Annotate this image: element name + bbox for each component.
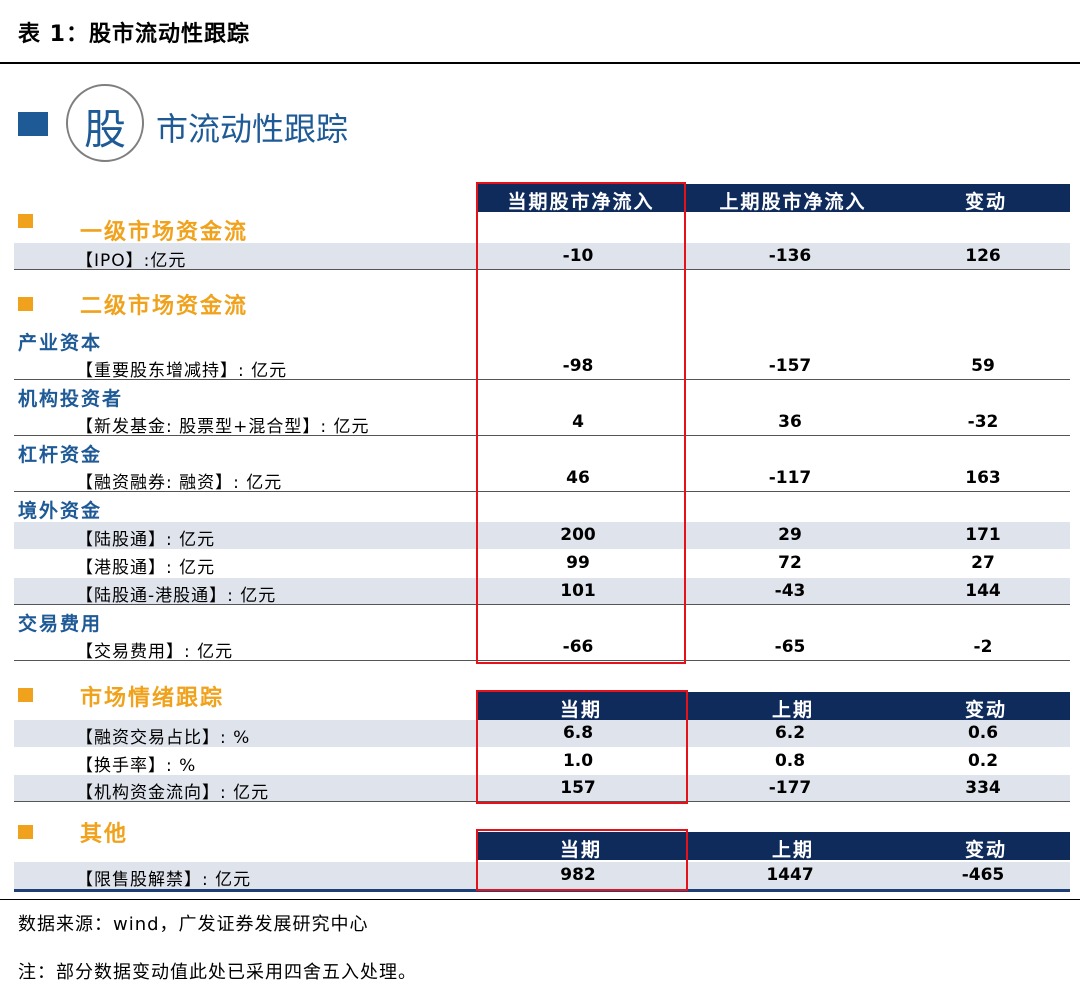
subsection-fees: 交易费用 xyxy=(18,613,103,635)
row-label: 【机构资金流向】: 亿元 xyxy=(76,783,270,803)
subsection-institutional: 机构投资者 xyxy=(18,388,124,410)
table-row-ipo: 【IPO】:亿元 -10 -136 126 xyxy=(14,243,1070,271)
section-other-title: 其他 xyxy=(80,821,129,847)
row-previous: 29 xyxy=(778,525,802,545)
row-current: 982 xyxy=(560,865,596,885)
row-change: 27 xyxy=(971,553,995,573)
row-previous: -136 xyxy=(768,246,812,266)
row-current: 99 xyxy=(566,553,590,573)
subsection-industrial: 产业资本 xyxy=(18,332,103,354)
rounding-note: 注：部分数据变动值此处已采用四舍五入处理。 xyxy=(18,962,417,983)
header-previous: 上期 xyxy=(771,839,814,861)
row-change: 144 xyxy=(965,581,1001,601)
table-header-sentiment: 当期 上期 变动 xyxy=(476,692,1070,721)
section-square-icon xyxy=(18,825,33,839)
table-row-holder: 【重要股东增减持】: 亿元 -98 -157 59 xyxy=(14,353,1070,381)
row-label: 【重要股东增减持】: 亿元 xyxy=(76,361,288,381)
title-square-icon xyxy=(18,112,48,136)
table-row-net: 【陆股通-港股通】: 亿元 101 -43 144 xyxy=(14,578,1070,606)
table-row-north: 【陆股通】: 亿元 200 29 171 xyxy=(14,522,1070,550)
row-label: 【港股通】: 亿元 xyxy=(76,558,216,578)
row-change: 163 xyxy=(965,468,1001,488)
table-caption: 表 1：股市流动性跟踪 xyxy=(18,22,250,47)
section-sentiment-title: 市场情绪跟踪 xyxy=(80,685,225,711)
highlight-box-current-inflow xyxy=(476,182,686,664)
row-change: 171 xyxy=(965,525,1001,545)
row-label: 【换手率】: % xyxy=(76,756,197,776)
table-row-inst-flow: 【机构资金流向】: 亿元 157 -177 334 xyxy=(14,775,1070,803)
section-square-icon xyxy=(18,214,33,228)
row-label: 【IPO】:亿元 xyxy=(76,251,187,271)
row-label: 【限售股解禁】: 亿元 xyxy=(76,870,252,890)
header-current: 当期 xyxy=(559,699,602,721)
row-change: -2 xyxy=(973,637,993,657)
row-current: 157 xyxy=(560,778,596,798)
row-previous: -177 xyxy=(768,778,812,798)
row-change: -465 xyxy=(961,865,1005,885)
section-primary-title: 一级市场资金流 xyxy=(80,219,249,245)
highlight-box-other-current xyxy=(476,829,688,891)
row-current: -98 xyxy=(562,356,594,376)
row-label: 【融资融券: 融资】: 亿元 xyxy=(76,473,283,493)
row-current: -66 xyxy=(562,637,594,657)
table-header-other: 当期 上期 变动 xyxy=(476,832,1070,861)
row-previous: -43 xyxy=(774,581,806,601)
row-previous: -65 xyxy=(774,637,806,657)
subsection-foreign: 境外资金 xyxy=(18,500,103,522)
table-row-south: 【港股通】: 亿元 99 72 27 xyxy=(14,550,1070,578)
row-previous: 6.2 xyxy=(774,723,806,743)
row-previous: 36 xyxy=(778,412,802,432)
row-change: -32 xyxy=(967,412,999,432)
header-previous-inflow: 上期股市净流入 xyxy=(719,191,867,213)
page-title: 市流动性跟踪 xyxy=(156,110,349,148)
section-square-icon xyxy=(18,297,33,311)
row-current: 4 xyxy=(572,412,584,432)
header-change: 变动 xyxy=(964,699,1007,721)
row-change: 126 xyxy=(965,246,1001,266)
table-row-fee: 【交易费用】: 亿元 -66 -65 -2 xyxy=(14,634,1070,662)
row-change: 0.6 xyxy=(967,723,999,743)
footer-divider xyxy=(0,899,1080,900)
section-square-icon xyxy=(18,688,33,702)
row-current: -10 xyxy=(562,246,594,266)
table-row-fund: 【新发基金: 股票型+混合型】: 亿元 4 36 -32 xyxy=(14,409,1070,437)
table-header-flow: 当期股市净流入 上期股市净流入 变动 xyxy=(476,184,1070,213)
table-row-margin: 【融资融券: 融资】: 亿元 46 -117 163 xyxy=(14,465,1070,493)
header-change: 变动 xyxy=(964,191,1007,213)
row-label: 【新发基金: 股票型+混合型】: 亿元 xyxy=(76,417,370,437)
caption-divider xyxy=(0,62,1080,64)
row-current: 46 xyxy=(566,468,590,488)
row-current: 101 xyxy=(560,581,596,601)
table-row-unlock: 【限售股解禁】: 亿元 982 1447 -465 xyxy=(14,862,1070,890)
row-previous: 72 xyxy=(778,553,802,573)
header-previous: 上期 xyxy=(771,699,814,721)
row-label: 【陆股通】: 亿元 xyxy=(76,530,216,550)
section-secondary-title: 二级市场资金流 xyxy=(80,293,249,319)
row-previous: 1447 xyxy=(766,865,814,885)
row-change: 334 xyxy=(965,778,1001,798)
row-change: 0.2 xyxy=(967,751,999,771)
title-first-char: 股 xyxy=(83,105,126,154)
header-current: 当期 xyxy=(559,839,602,861)
data-source-note: 数据来源：wind，广发证券发展研究中心 xyxy=(18,914,369,935)
title-circle-icon xyxy=(66,84,144,162)
highlight-box-sentiment-current xyxy=(476,690,688,804)
table-row-turnover: 【换手率】: % 1.0 0.8 0.2 xyxy=(14,748,1070,776)
row-current: 1.0 xyxy=(562,751,594,771)
header-current-inflow: 当期股市净流入 xyxy=(507,191,655,213)
row-previous: -157 xyxy=(768,356,812,376)
row-current: 6.8 xyxy=(562,723,594,743)
row-previous: -117 xyxy=(768,468,812,488)
row-current: 200 xyxy=(560,525,596,545)
row-label: 【陆股通-港股通】: 亿元 xyxy=(76,586,277,606)
row-previous: 0.8 xyxy=(774,751,806,771)
subsection-leverage: 杠杆资金 xyxy=(18,444,103,466)
row-label: 【融资交易占比】: % xyxy=(76,728,251,748)
header-change: 变动 xyxy=(964,839,1007,861)
table-row-margin-ratio: 【融资交易占比】: % 6.8 6.2 0.6 xyxy=(14,720,1070,748)
row-label: 【交易费用】: 亿元 xyxy=(76,642,234,662)
row-change: 59 xyxy=(971,356,995,376)
